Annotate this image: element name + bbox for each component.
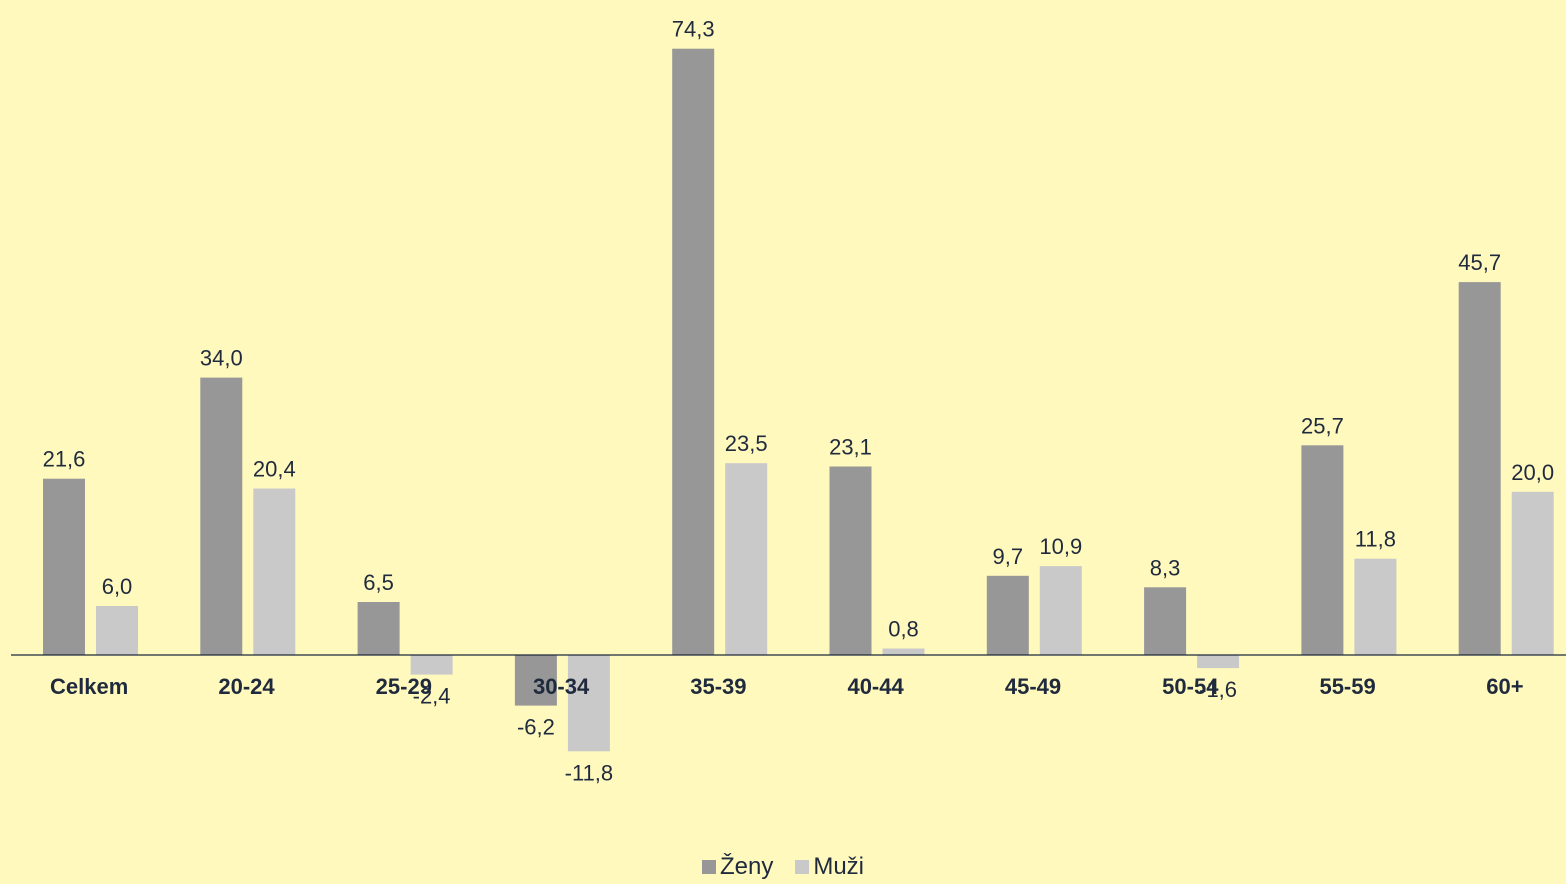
data-label-muzi-20-24: 20,4 bbox=[253, 457, 296, 482]
legend-item-zeny: Ženy bbox=[701, 853, 774, 881]
data-label-zeny-55-59: 25,7 bbox=[1301, 413, 1344, 438]
bar-zeny-25-29 bbox=[357, 602, 400, 655]
x-tick-label-25-29: 25-29 bbox=[376, 674, 432, 699]
x-tick-label-50-54: 50-54 bbox=[1162, 674, 1219, 699]
x-tick-label-45-49: 45-49 bbox=[1005, 674, 1061, 699]
data-label-muzi-50-54: -1,6 bbox=[1199, 677, 1237, 702]
data-label-muzi-45-49: 10,9 bbox=[1039, 534, 1082, 559]
data-label-zeny-30-34: -6,2 bbox=[517, 715, 555, 740]
data-label-zeny-45-49: 9,7 bbox=[993, 544, 1024, 569]
data-label-muzi-Celkem: 6,0 bbox=[102, 574, 133, 599]
x-tick-label-Celkem: Celkem bbox=[50, 674, 128, 699]
bar-zeny-55-59 bbox=[1301, 445, 1344, 655]
legend-item-muzi: Muži bbox=[795, 853, 864, 881]
data-label-muzi-60+: 20,0 bbox=[1511, 460, 1554, 485]
bar-zeny-45-49 bbox=[986, 575, 1029, 655]
bar-muzi-25-29 bbox=[410, 655, 453, 675]
bar-muzi-35-39 bbox=[725, 463, 768, 655]
legend-swatch-muzi bbox=[795, 860, 810, 874]
bar-zeny-Celkem bbox=[43, 478, 85, 655]
x-tick-label-30-34: 30-34 bbox=[533, 674, 590, 699]
data-label-zeny-25-29: 6,5 bbox=[363, 570, 394, 595]
x-tick-label-20-24: 20-24 bbox=[218, 674, 275, 699]
bar-muzi-50-54 bbox=[1197, 655, 1240, 669]
x-tick-label-35-39: 35-39 bbox=[690, 674, 746, 699]
bar-zeny-35-39 bbox=[672, 48, 715, 655]
bar-muzi-55-59 bbox=[1354, 558, 1397, 655]
bar-zeny-40-44 bbox=[829, 466, 872, 655]
x-tick-label-60+: 60+ bbox=[1486, 674, 1523, 699]
bar-zeny-20-24 bbox=[200, 377, 243, 655]
data-label-zeny-50-54: 8,3 bbox=[1150, 555, 1181, 580]
data-label-zeny-20-24: 34,0 bbox=[200, 346, 243, 371]
data-label-muzi-40-44: 0,8 bbox=[888, 617, 919, 642]
bar-muzi-30-34 bbox=[567, 655, 610, 752]
bar-zeny-60+ bbox=[1458, 282, 1501, 655]
legend-label-zeny: Ženy bbox=[719, 853, 774, 880]
data-label-zeny-60+: 45,7 bbox=[1458, 250, 1501, 275]
data-label-zeny-Celkem: 21,6 bbox=[43, 447, 86, 472]
data-label-muzi-25-29: -2,4 bbox=[413, 684, 451, 709]
legend-swatch-zeny bbox=[701, 860, 716, 874]
data-label-muzi-30-34: -11,8 bbox=[565, 760, 614, 785]
bar-muzi-60+ bbox=[1511, 491, 1554, 655]
data-label-zeny-35-39: 74,3 bbox=[672, 17, 715, 42]
bar-muzi-20-24 bbox=[253, 488, 296, 655]
data-label-zeny-40-44: 23,1 bbox=[829, 435, 872, 460]
x-tick-label-40-44: 40-44 bbox=[847, 674, 904, 699]
bar-muzi-Celkem bbox=[96, 606, 138, 655]
data-label-muzi-35-39: 23,5 bbox=[725, 431, 768, 456]
legend: Ženy Muži bbox=[0, 853, 1566, 881]
data-label-muzi-55-59: 11,8 bbox=[1355, 527, 1396, 552]
x-tick-label-55-59: 55-59 bbox=[1319, 674, 1375, 699]
bar-zeny-50-54 bbox=[1144, 587, 1187, 655]
legend-label-muzi: Muži bbox=[813, 853, 865, 880]
bar-muzi-40-44 bbox=[882, 648, 925, 655]
bar-muzi-45-49 bbox=[1039, 566, 1082, 655]
bar-zeny-30-34 bbox=[514, 655, 557, 706]
